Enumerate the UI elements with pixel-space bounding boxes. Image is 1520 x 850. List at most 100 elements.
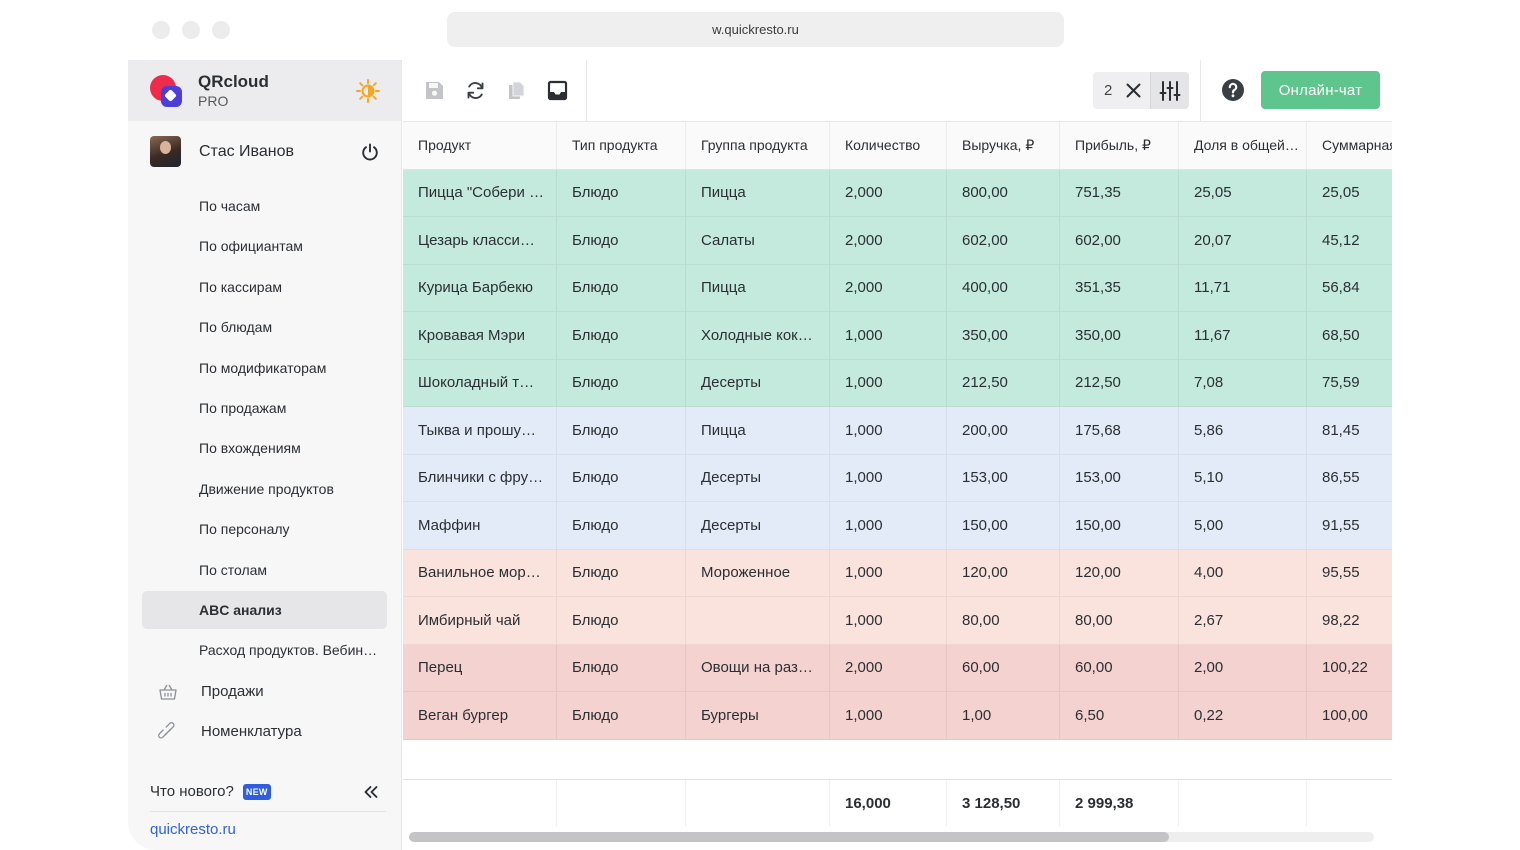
active-filters-count[interactable]: 2 — [1093, 72, 1150, 109]
col-header-product-type[interactable]: Тип продукта — [557, 122, 686, 169]
abc-table: Продукт Тип продукта Группа продукта Кол… — [403, 122, 1392, 740]
table-cell: 0,22 — [1179, 692, 1307, 739]
col-header-quantity[interactable]: Количество — [830, 122, 947, 169]
total-profit: 2 999,38 — [1060, 780, 1179, 826]
window-close-dot[interactable] — [152, 21, 170, 39]
avatar[interactable] — [150, 136, 181, 167]
table-cell: 2,00 — [1179, 644, 1307, 691]
table-cell: 20,07 — [1179, 217, 1307, 264]
table-cell: 1,000 — [830, 359, 947, 406]
copy-icon[interactable] — [505, 79, 528, 102]
total-cell — [1307, 780, 1392, 826]
sliders-icon — [1159, 80, 1181, 101]
table-cell: 602,00 — [1060, 217, 1179, 264]
table-cell: Блюдо — [557, 549, 686, 596]
logout-power-icon[interactable] — [361, 143, 379, 161]
section-sales[interactable]: Продажи — [128, 672, 401, 712]
table-cell: 60,00 — [1060, 644, 1179, 691]
theme-toggle-sun-icon[interactable] — [355, 78, 381, 104]
table-cell: 120,00 — [1060, 549, 1179, 596]
col-header-profit[interactable]: Прибыль, ₽ — [1060, 122, 1179, 169]
table-cell: 153,00 — [1060, 454, 1179, 501]
table-row[interactable]: Маффин Блюдо Десерты 1,000 150,00 150,00 5,00 9… — [403, 502, 1392, 550]
table-row[interactable]: Кровавая Мэри Блюдо Холодные кок… 1,000 350,… — [403, 312, 1392, 360]
table-row[interactable]: Шоколадный т… Блюдо Десерты 1,000 212,50 212,… — [403, 359, 1392, 407]
section-nomenclature[interactable]: Номенклатура — [128, 712, 401, 752]
menu-item-by-staff[interactable]: По персоналу — [199, 521, 290, 538]
table-cell: Овощи на раз… — [686, 644, 830, 691]
menu-item-by-dishes[interactable]: По блюдам — [199, 319, 273, 336]
menu-item-by-entries[interactable]: По вхождениям — [199, 440, 301, 457]
section-sales-label: Продажи — [201, 683, 264, 701]
table-row[interactable]: Цезарь класси… Блюдо Салаты 2,000 602,00 602,… — [403, 217, 1392, 265]
table-cell: Блюдо — [557, 597, 686, 644]
table-row[interactable]: Веган бургер Блюдо Бургеры 1,000 1,00 6,50 0,2… — [403, 692, 1392, 740]
filter-settings-button[interactable] — [1150, 72, 1189, 109]
table-cell: Мороженное — [686, 549, 830, 596]
table-cell: Блинчики с фру… — [403, 454, 557, 501]
save-icon[interactable] — [423, 79, 446, 102]
table-cell: 1,000 — [830, 549, 947, 596]
table-cell: 5,10 — [1179, 454, 1307, 501]
window-minimize-dot[interactable] — [182, 21, 200, 39]
total-cell — [686, 780, 830, 826]
table-cell: Блюдо — [557, 644, 686, 691]
table-cell: Блюдо — [557, 692, 686, 739]
menu-item-by-tables[interactable]: По столам — [199, 561, 268, 578]
quickresto-site-link[interactable]: quickresto.ru — [150, 821, 236, 838]
table-row[interactable]: Тыква и прошу… Блюдо Пицца 1,000 200,00 175,6… — [403, 407, 1392, 455]
menu-item-by-cashiers[interactable]: По кассирам — [199, 278, 282, 295]
table-cell: Блюдо — [557, 169, 686, 216]
table-cell: Цезарь класси… — [403, 217, 557, 264]
table-cell: 350,00 — [1060, 312, 1179, 359]
col-header-product-group[interactable]: Группа продукта — [686, 122, 830, 169]
inbox-icon[interactable] — [546, 79, 569, 102]
table-row[interactable]: Пицца "Собери … Блюдо Пицца 2,000 800,00 751,… — [403, 169, 1392, 217]
table-row[interactable]: Курица Барбекю Блюдо Пицца 2,000 400,00 351,3… — [403, 264, 1392, 312]
table-cell: Курица Барбекю — [403, 264, 557, 311]
table-cell: Десерты — [686, 359, 830, 406]
window-maximize-dot[interactable] — [212, 21, 230, 39]
table-cell: 86,55 — [1322, 469, 1360, 487]
horizontal-scrollbar[interactable] — [409, 832, 1374, 842]
table-cell: Блюдо — [557, 217, 686, 264]
table-cell: 1,000 — [830, 502, 947, 549]
menu-item-product-usage-webinar[interactable]: Расход продуктов. Вебин… — [199, 642, 378, 659]
table-cell: 751,35 — [1060, 169, 1179, 216]
table-row[interactable]: Ванильное мор… Блюдо Мороженное 1,000 120,00… — [403, 549, 1392, 597]
col-header-share[interactable]: Доля в общей… — [1179, 122, 1307, 169]
totals-row: 16,000 3 128,50 2 999,38 — [403, 779, 1392, 826]
scrollbar-thumb[interactable] — [409, 832, 1169, 842]
help-icon[interactable] — [1221, 78, 1245, 102]
new-badge: NEW — [242, 783, 271, 800]
address-bar[interactable]: w.quickresto.ru — [447, 12, 1064, 47]
table-cell: Холодные кок… — [686, 312, 830, 359]
menu-item-product-movement[interactable]: Движение продуктов — [199, 480, 334, 497]
menu-item-by-modifiers[interactable]: По модификаторам — [199, 359, 327, 376]
toolbar-actions — [403, 60, 587, 121]
menu-item-by-hours[interactable]: По часам — [199, 198, 261, 214]
refresh-icon[interactable] — [464, 79, 487, 102]
col-header-revenue[interactable]: Выручка, ₽ — [947, 122, 1060, 169]
table-cell: 7,08 — [1179, 359, 1307, 406]
col-header-product[interactable]: Продукт — [403, 122, 557, 169]
table-row[interactable]: Перец Блюдо Овощи на раз… 2,000 60,00 60,00 2,… — [403, 644, 1392, 692]
menu-item-by-waiters[interactable]: По официантам — [199, 238, 303, 255]
table-cell: 2,000 — [830, 217, 947, 264]
menu-item-abc-analysis[interactable]: ABC анализ — [142, 590, 387, 629]
whats-new[interactable]: Что нового? NEW — [150, 772, 386, 812]
table-row[interactable]: Блинчики с фру… Блюдо Десерты 1,000 153,00 15… — [403, 454, 1392, 502]
table-cell: 2,000 — [830, 264, 947, 311]
collapse-sidebar-icon[interactable] — [362, 783, 380, 801]
user-name: Стас Иванов — [199, 142, 294, 160]
col-header-cumulative[interactable]: Суммарная — [1322, 137, 1392, 154]
table-row[interactable]: Имбирный чай Блюдо 1,000 80,00 80,00 2,67 98,2… — [403, 597, 1392, 645]
online-chat-button[interactable]: Онлайн-чат — [1261, 71, 1380, 109]
table-cell: 100,22 — [1322, 659, 1368, 677]
clear-filters-close-icon[interactable] — [1125, 82, 1142, 99]
menu-item-by-sales[interactable]: По продажам — [199, 399, 287, 416]
table-cell: 45,12 — [1322, 231, 1360, 249]
total-cell — [1179, 780, 1307, 826]
filter-group: 2 — [1093, 72, 1189, 109]
table-cell: Веган бургер — [403, 692, 557, 739]
